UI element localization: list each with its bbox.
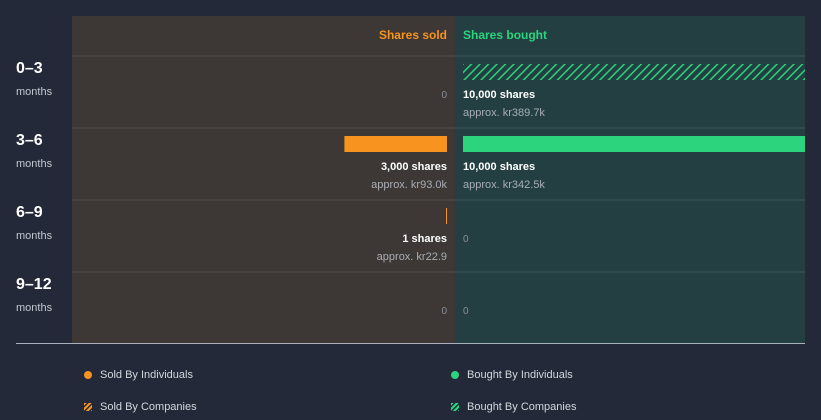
legend-dot-icon [451,371,459,379]
legend-item: Sold By Companies [84,401,197,413]
legend-dot-icon [84,371,92,379]
period-label: 0–3 [16,60,43,77]
period-unit: months [16,86,53,98]
sold-approx-label: approx. kr93.0k [371,179,447,191]
sold-shares-label: 3,000 shares [381,161,447,173]
legend-item: Bought By Companies [451,401,576,413]
legend-label: Bought By Companies [467,401,577,413]
bought-shares-label: 10,000 shares [463,161,535,173]
legend-hatch-icon [84,403,92,411]
sold-shares-label: 1 shares [402,233,447,245]
bought-approx-label: approx. kr342.5k [463,179,545,191]
bought-bar [463,64,805,80]
period-label: 9–12 [16,276,52,293]
sold-zero-label: 0 [441,306,447,317]
sold-approx-label: approx. kr22.9 [377,251,447,263]
legend-label: Sold By Companies [100,401,197,413]
bought-header: Shares bought [463,28,547,42]
period-label: 6–9 [16,204,43,221]
legend-label: Sold By Individuals [100,369,193,381]
bought-shares-label: 10,000 shares [463,89,535,101]
period-unit: months [16,158,53,170]
period-unit: months [16,302,53,314]
sold-bar [446,208,447,224]
sold-panel [72,16,455,344]
bought-zero-label: 0 [463,234,469,245]
sold-bar [344,136,447,152]
period-unit: months [16,230,53,242]
legend-label: Bought By Individuals [467,369,573,381]
bought-bar [463,136,805,152]
sold-header: Shares sold [379,28,447,42]
bought-approx-label: approx. kr389.7k [463,107,545,119]
legend-item: Bought By Individuals [451,369,573,381]
bought-zero-label: 0 [463,306,469,317]
sold-zero-label: 0 [441,90,447,101]
legend-hatch-icon [451,403,459,411]
legend-item: Sold By Individuals [84,369,193,381]
period-label: 3–6 [16,132,43,149]
